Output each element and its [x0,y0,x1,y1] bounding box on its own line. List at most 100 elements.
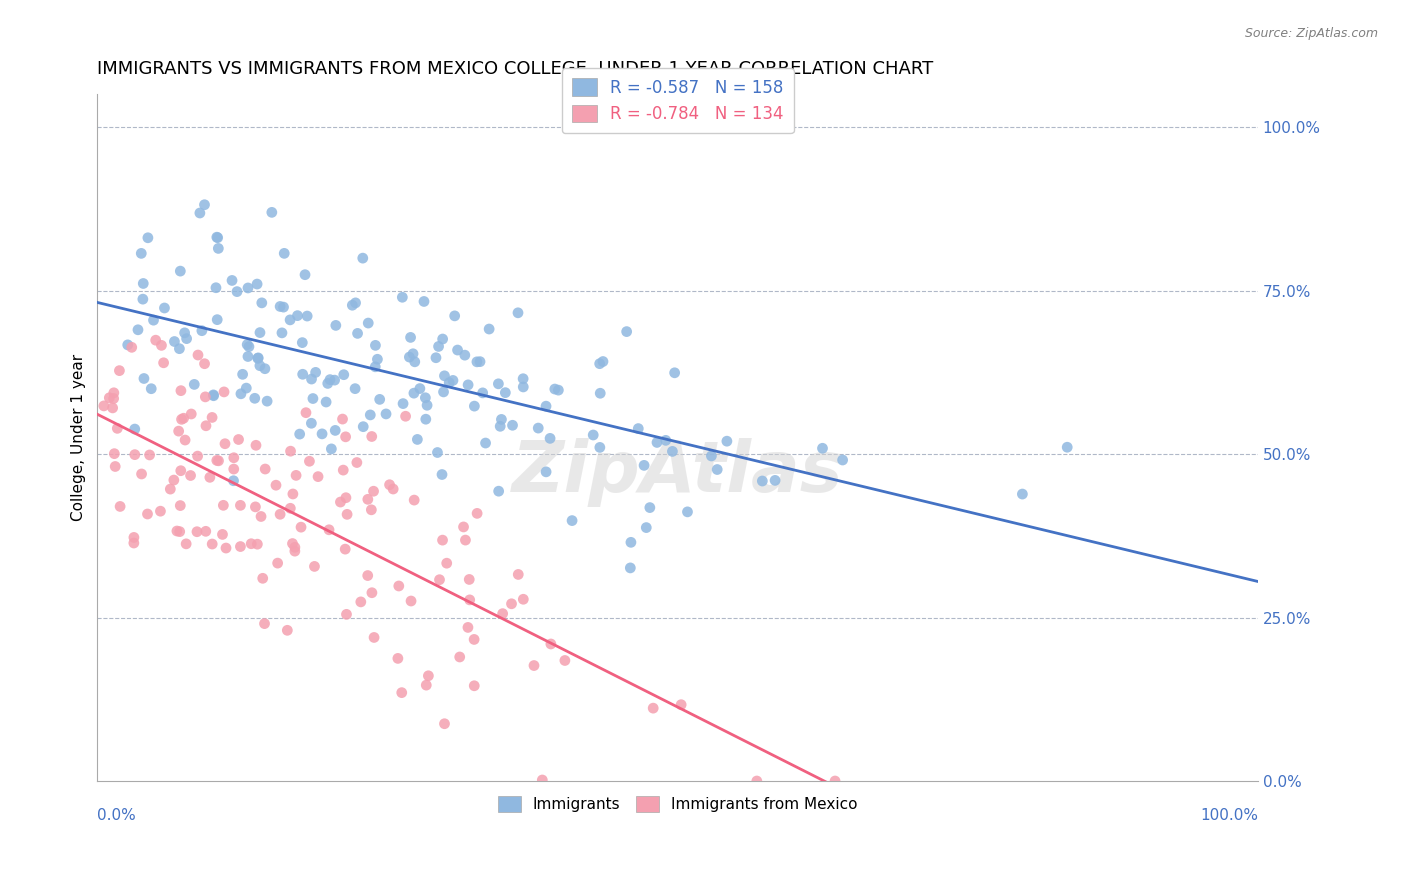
Point [202,388,225,402]
Point [284,541,307,555]
Point [281,487,304,501]
Point [474,436,496,450]
Point [193,198,215,212]
Point [502,418,524,433]
Point [103,447,125,461]
Point [98,391,121,405]
Point [174,433,197,447]
Point [246,277,269,291]
Point [329,495,352,509]
Point [357,568,380,582]
Point [492,607,515,621]
Point [335,542,357,557]
Point [544,382,567,396]
Point [361,585,384,599]
Point [280,444,302,458]
Point [212,384,235,399]
Point [122,536,145,550]
Point [453,520,475,534]
Point [247,351,270,365]
Point [360,429,382,443]
Point [664,366,686,380]
Point [344,382,367,396]
Point [527,421,550,435]
Point [187,449,209,463]
Point [388,579,411,593]
Point [222,462,245,476]
Point [427,339,450,353]
Point [145,333,167,347]
Point [136,231,159,245]
Point [426,445,449,459]
Point [101,401,124,415]
Point [538,431,561,445]
Point [273,300,295,314]
Point [316,376,339,391]
Point [491,412,513,426]
Point [332,463,354,477]
Point [363,484,385,499]
Point [465,355,488,369]
Point [446,343,468,357]
Point [540,637,562,651]
Point [229,386,252,401]
Point [398,350,420,364]
Legend: Immigrants, Immigrants from Mexico: Immigrants, Immigrants from Mexico [489,787,866,822]
Point [512,372,534,386]
Point [364,338,387,352]
Point [831,453,853,467]
Point [357,316,380,330]
Point [357,492,380,507]
Point [589,357,612,371]
Point [264,478,287,492]
Text: ZipAtlas: ZipAtlas [512,438,844,507]
Point [138,448,160,462]
Point [382,482,405,496]
Point [194,390,217,404]
Point [534,465,557,479]
Point [276,624,298,638]
Point [232,368,254,382]
Point [105,421,128,435]
Point [811,442,834,456]
Point [325,318,347,333]
Point [163,334,186,349]
Point [589,386,612,401]
Point [132,277,155,291]
Point [149,504,172,518]
Point [304,365,326,379]
Point [136,507,159,521]
Point [166,524,188,538]
Point [205,453,228,467]
Point [512,592,534,607]
Point [616,325,638,339]
Point [335,607,357,622]
Point [554,653,576,667]
Point [508,567,530,582]
Point [342,298,364,312]
Point [391,290,413,304]
Point [449,650,471,665]
Point [319,373,342,387]
Point [415,678,437,692]
Point [1056,440,1078,454]
Point [494,385,516,400]
Point [454,533,477,547]
Point [454,348,477,362]
Point [222,450,245,465]
Point [436,556,458,570]
Point [561,514,583,528]
Point [240,537,263,551]
Point [93,399,115,413]
Point [183,377,205,392]
Point [180,468,202,483]
Point [249,359,271,373]
Point [321,442,343,456]
Point [582,428,605,442]
Point [186,524,208,539]
Point [243,392,266,406]
Point [238,340,260,354]
Point [193,357,215,371]
Point [266,556,288,570]
Point [176,332,198,346]
